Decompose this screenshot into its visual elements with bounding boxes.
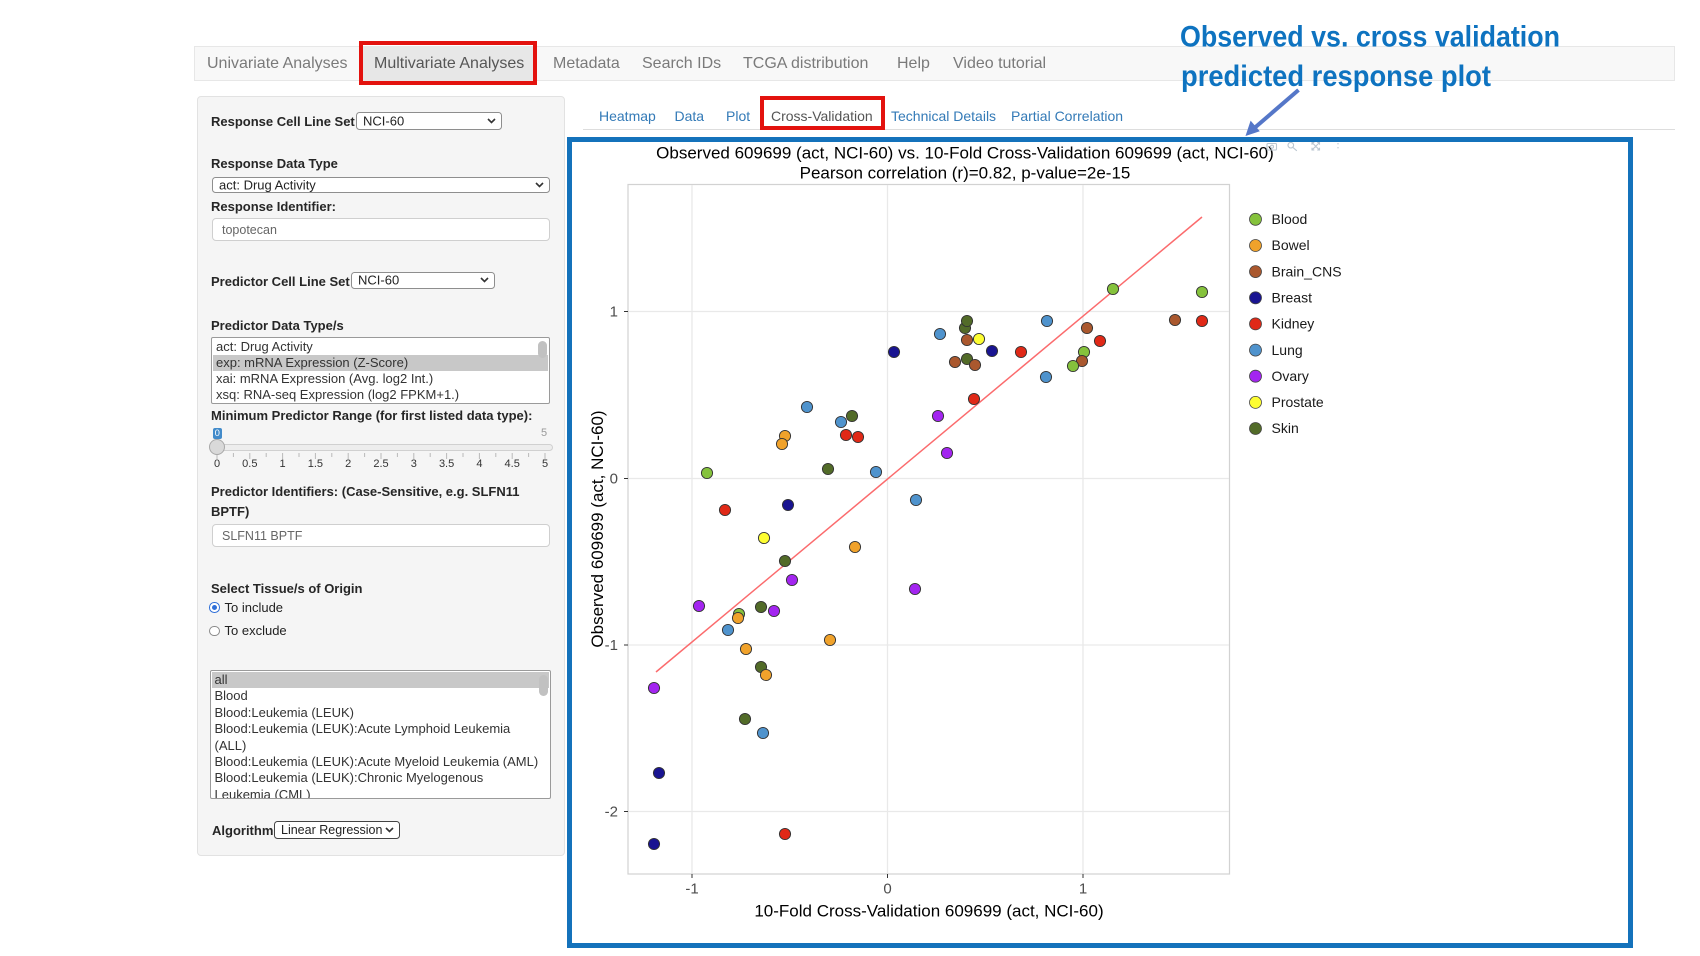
svg-text:-1: -1: [685, 881, 698, 898]
svg-text:Prostate: Prostate: [1272, 394, 1324, 410]
svg-text:10-Fold Cross-Validation 60969: 10-Fold Cross-Validation 609699 (act, NC…: [754, 902, 1103, 921]
svg-text:Observed 609699 (act, NCI-60): Observed 609699 (act, NCI-60): [588, 410, 607, 647]
svg-text:Observed 609699 (act, NCI-60): Observed 609699 (act, NCI-60) vs. 10-Fol…: [656, 144, 1274, 163]
svg-text:Bowel: Bowel: [1272, 237, 1310, 253]
svg-text:Pearson correlation (r)=0.82,: Pearson correlation (r)=0.82, p-value=2e…: [800, 164, 1131, 183]
svg-text:-1: -1: [605, 637, 618, 654]
svg-text:Lung: Lung: [1272, 342, 1303, 358]
svg-text:0: 0: [883, 881, 891, 898]
svg-text:Ovary: Ovary: [1272, 368, 1309, 384]
svg-text:-2: -2: [605, 804, 618, 821]
svg-text:0: 0: [610, 471, 618, 488]
svg-text:Blood: Blood: [1272, 211, 1308, 227]
svg-text:Observed vs. cross validation: Observed vs. cross validation: [1180, 21, 1560, 54]
svg-text:1: 1: [610, 304, 618, 321]
svg-text:Brain_CNS: Brain_CNS: [1272, 263, 1342, 279]
svg-text:Skin: Skin: [1272, 420, 1299, 436]
svg-text:Kidney: Kidney: [1272, 316, 1315, 332]
svg-text:Breast: Breast: [1272, 289, 1313, 305]
svg-text:predicted response plot: predicted response plot: [1181, 60, 1491, 93]
svg-text:1: 1: [1079, 881, 1087, 898]
